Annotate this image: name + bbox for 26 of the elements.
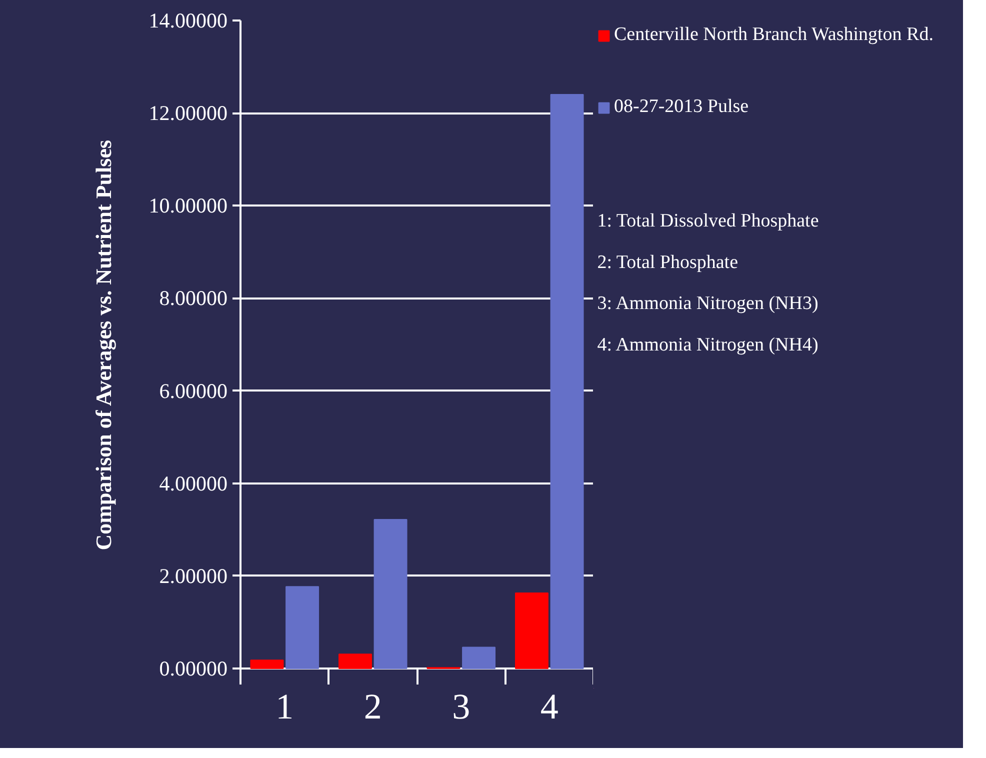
x-tick-label: 2 bbox=[364, 686, 382, 726]
text: 4: Ammonia Nitrogen (NH4) bbox=[597, 334, 818, 356]
bar bbox=[550, 94, 584, 669]
y-tick-label: 14.00000 bbox=[148, 8, 228, 32]
y-tick-label: 0.00000 bbox=[159, 656, 228, 680]
bar bbox=[462, 646, 496, 669]
y-axis-title: Comparison of Averages vs. Nutrient Pulses bbox=[90, 140, 116, 550]
bar bbox=[250, 660, 284, 669]
x-tick-label: 3 bbox=[452, 686, 470, 726]
y-tick-label: 4.00000 bbox=[159, 471, 228, 496]
y-tick-label: 6.00000 bbox=[159, 378, 228, 403]
x-tick-label: 4 bbox=[540, 686, 558, 726]
text: 1: Total Dissolved Phosphate bbox=[597, 210, 819, 232]
y-tick-label: 8.00000 bbox=[159, 286, 228, 310]
legend-label: Centerville North Branch Washington Rd. bbox=[614, 24, 934, 46]
bar bbox=[514, 592, 548, 669]
bar bbox=[286, 586, 320, 669]
text: 3: Ammonia Nitrogen (NH3) bbox=[597, 293, 818, 314]
bar bbox=[338, 654, 372, 669]
y-tick-label: 10.00000 bbox=[148, 194, 228, 218]
y-tick-label: 12.00000 bbox=[148, 101, 228, 126]
y-tick-label: 2.00000 bbox=[159, 564, 228, 588]
x-tick-label: 1 bbox=[276, 686, 294, 726]
legend-label: 08-27-2013 Pulse bbox=[614, 96, 749, 118]
bar bbox=[374, 518, 408, 669]
text: 2: Total Phosphate bbox=[597, 252, 738, 273]
